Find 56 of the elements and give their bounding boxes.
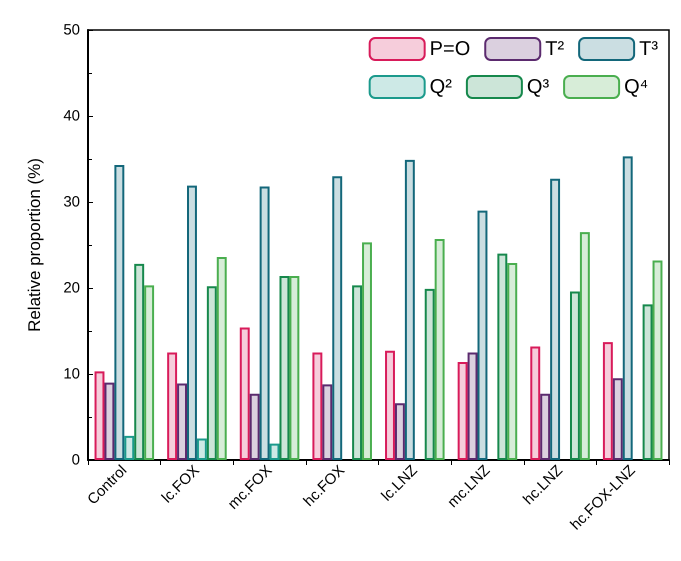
y-tick-label: 0 <box>72 452 80 468</box>
y-axis-title: Relative proportion (%) <box>25 158 44 332</box>
bar <box>260 186 270 460</box>
legend-label: P=O <box>430 38 470 60</box>
bar <box>134 264 144 460</box>
bar <box>570 291 580 460</box>
bar <box>550 178 560 460</box>
bar <box>394 403 405 460</box>
bar <box>332 176 342 460</box>
bar <box>404 160 415 460</box>
bar <box>144 285 154 460</box>
bar <box>385 350 395 460</box>
bar <box>622 156 633 460</box>
bar <box>216 257 227 460</box>
y-tick-label: 30 <box>63 194 80 210</box>
bar <box>642 304 653 460</box>
y-tick-label: 50 <box>63 22 80 38</box>
bar <box>458 362 468 460</box>
bar <box>270 444 280 460</box>
bar <box>540 394 550 460</box>
legend-label: Q⁴ <box>624 76 648 98</box>
y-tick-label: 10 <box>63 366 80 382</box>
bar <box>104 382 114 460</box>
bar <box>124 436 134 460</box>
bar <box>602 342 613 460</box>
bar <box>478 210 488 460</box>
bar <box>362 242 372 460</box>
bar <box>530 346 540 460</box>
bar <box>612 378 623 460</box>
legend-label: T² <box>545 38 564 60</box>
bar <box>468 352 478 460</box>
bar <box>352 285 362 460</box>
bar <box>424 288 435 460</box>
legend-label: Q² <box>430 76 452 98</box>
bar <box>187 186 197 460</box>
bar <box>167 352 178 460</box>
bar <box>322 384 332 460</box>
bar <box>507 263 518 460</box>
bar <box>196 438 207 460</box>
bar <box>652 260 662 460</box>
y-tick-label: 20 <box>63 280 80 296</box>
bar <box>114 165 124 460</box>
bar <box>580 232 590 460</box>
bar <box>177 383 188 460</box>
bar <box>312 352 322 460</box>
legend-label: Q³ <box>526 76 550 98</box>
bar <box>250 394 260 460</box>
bar <box>206 286 217 460</box>
bar <box>279 276 290 460</box>
legend-label: T³ <box>639 38 658 60</box>
bar <box>289 276 300 460</box>
bar <box>94 371 104 460</box>
y-tick-label: 40 <box>63 108 80 124</box>
bar <box>497 254 508 460</box>
bar <box>240 328 250 460</box>
bar <box>434 238 445 460</box>
